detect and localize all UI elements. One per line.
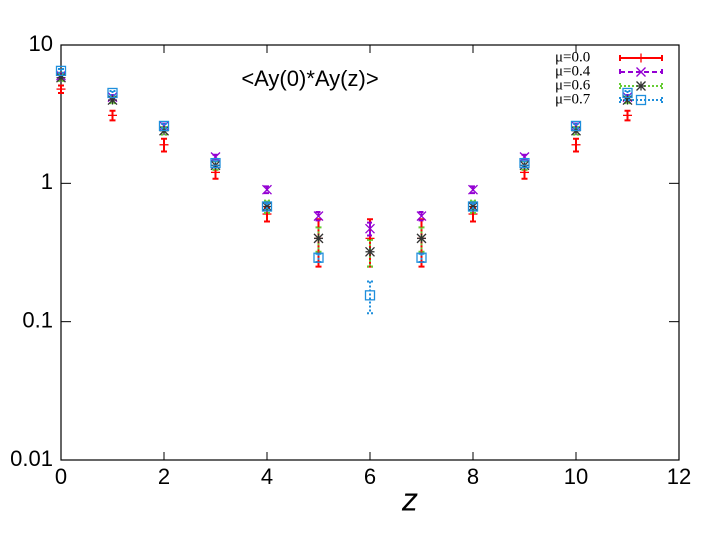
x-tick-label: 2	[158, 464, 170, 489]
marker	[365, 246, 375, 257]
x-tick-label: 12	[667, 464, 691, 489]
marker	[416, 233, 427, 244]
legend-marker	[636, 81, 646, 91]
x-tick-label: 6	[364, 464, 376, 489]
error-bar	[212, 159, 219, 167]
error-bar	[264, 199, 270, 215]
error-bar	[624, 90, 631, 97]
legend-marker	[636, 53, 646, 63]
error-bar	[58, 68, 64, 74]
error-bar	[521, 159, 528, 167]
marker	[262, 184, 272, 195]
x-tick-label: 8	[467, 464, 479, 489]
marker	[571, 140, 581, 150]
x-tick-label: 10	[564, 464, 588, 489]
marker	[313, 233, 324, 244]
marker	[107, 87, 118, 99]
error-bar	[264, 202, 270, 212]
y-tick-label: 1	[41, 169, 53, 194]
marker	[159, 140, 169, 150]
x-axis-label: z	[401, 481, 418, 517]
legend-label: μ=0.0	[555, 49, 590, 65]
marker	[55, 65, 67, 77]
legend-sample	[619, 97, 663, 103]
marker	[364, 290, 376, 301]
legend-label: μ=0.7	[555, 91, 591, 107]
legend-marker	[635, 94, 647, 106]
y-tick-label: 0.01	[10, 446, 53, 471]
x-tick-label: 4	[261, 464, 273, 489]
error-bar	[367, 280, 373, 315]
marker	[365, 223, 375, 234]
marker	[570, 120, 582, 132]
marker	[56, 84, 66, 94]
chart-title: <Ay(0)*Ay(z)>	[241, 66, 378, 91]
legend-label: μ=0.4	[555, 63, 591, 79]
marker	[416, 252, 427, 263]
marker	[261, 201, 273, 212]
marker	[313, 211, 324, 222]
y-tick-label: 10	[29, 31, 53, 56]
marker	[108, 110, 117, 120]
error-bar	[109, 90, 116, 97]
marker	[158, 120, 170, 132]
marker	[468, 184, 478, 195]
error-bar	[470, 199, 476, 215]
marker	[519, 157, 530, 169]
marker	[622, 87, 633, 99]
legend-marker	[636, 67, 646, 77]
error-bar	[367, 221, 373, 237]
error-bar	[161, 122, 167, 130]
marker	[56, 72, 66, 83]
marker	[313, 252, 324, 263]
marker	[467, 201, 479, 212]
x-tick-label: 0	[55, 464, 67, 489]
error-bar	[573, 122, 579, 130]
legend-label: μ=0.6	[555, 77, 591, 93]
marker	[416, 211, 427, 222]
error-bar	[470, 202, 476, 212]
y-tick-label: 0.1	[22, 307, 53, 332]
marker	[210, 157, 221, 169]
marker	[623, 110, 632, 120]
